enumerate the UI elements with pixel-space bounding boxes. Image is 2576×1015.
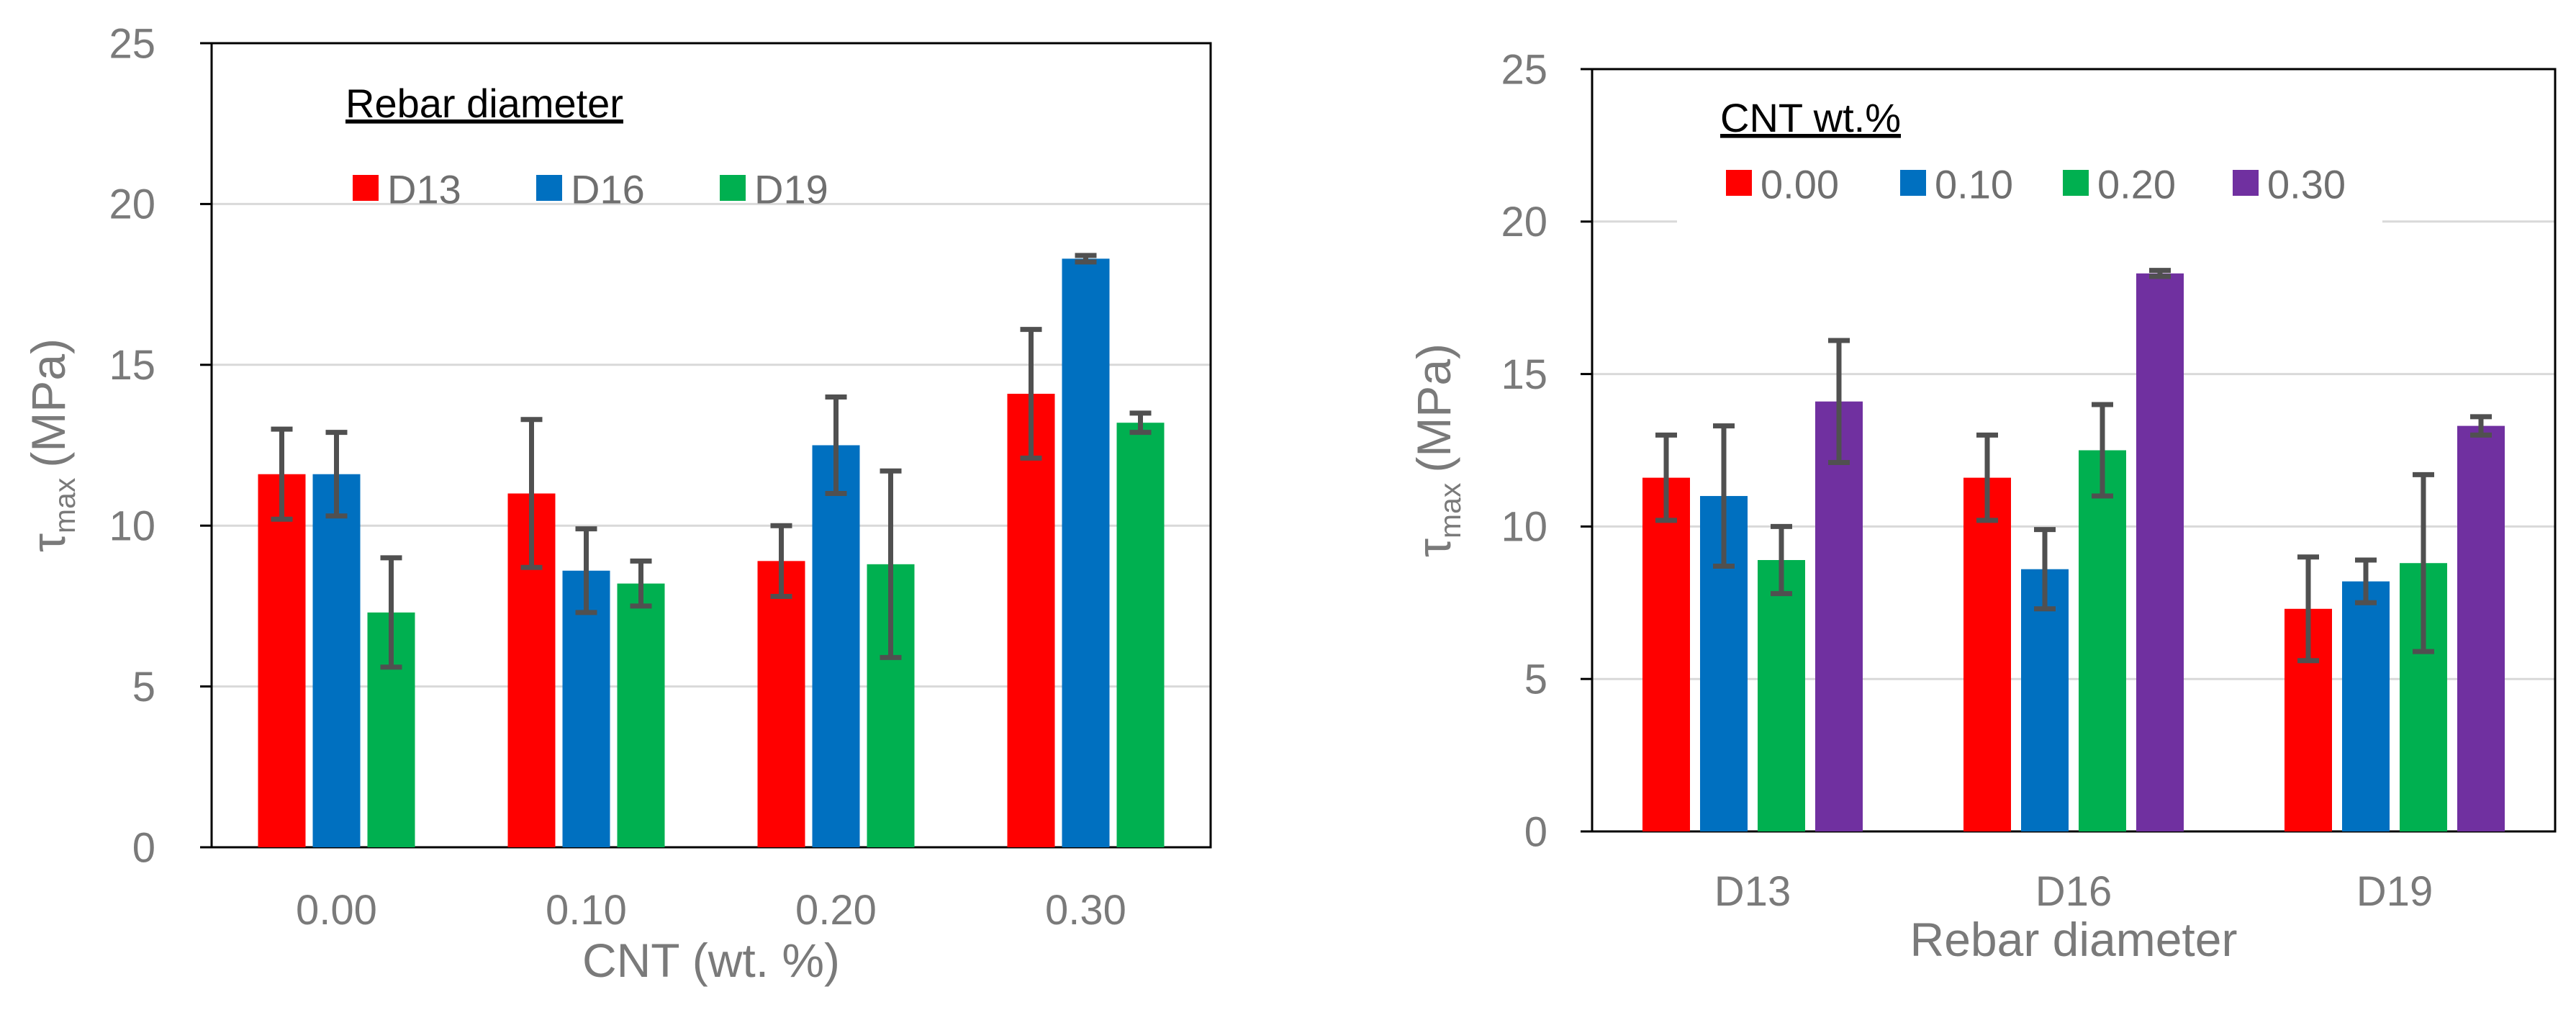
y-axis-unit: (MPa) [22, 338, 75, 468]
legend-swatch-0.10 [1900, 170, 1926, 196]
x-tick-label: D19 [2356, 868, 2433, 915]
x-tick-label: 0.10 [546, 887, 627, 934]
y-tick-label: 5 [132, 664, 155, 710]
y-tick-label: 15 [1501, 351, 1547, 398]
bar-0.30-D19 [2457, 425, 2505, 831]
plot-frame [210, 42, 1212, 849]
y-axis-title: τmax (MPa) [22, 338, 81, 552]
legend-swatch-0.00 [1726, 170, 1752, 196]
legend-label-0.30: 0.30 [2267, 162, 2346, 207]
legend-swatch-0.20 [2063, 170, 2089, 196]
x-tick-label: 0.30 [1045, 887, 1126, 934]
y-axis-subscript: max [48, 477, 81, 533]
bar-0.20-D13 [1758, 559, 1805, 831]
bar-D16-0.20 [812, 445, 860, 847]
plot-frame [1591, 68, 2557, 833]
x-tick-label: D13 [1714, 868, 1791, 915]
legend-label-D13: D13 [387, 167, 461, 212]
y-axis-symbol: τ [1407, 538, 1460, 557]
legend-swatch-D13 [353, 175, 379, 201]
bar-D16-0.10 [562, 570, 610, 847]
y-axis-subscript: max [1434, 482, 1467, 538]
chart-left: 0 5 10 15 20 25 0.00 0.10 0.20 0.30 CNT (wt. %) τma… [22, 20, 1212, 987]
legend-swatch-D19 [720, 175, 746, 201]
legend-label-0.10: 0.10 [1935, 162, 2013, 207]
legend-label-D19: D19 [754, 167, 828, 212]
bar-0.30-D13 [1815, 401, 1863, 831]
bar-D13-0.00 [258, 474, 306, 847]
legend-title: CNT wt.% [1720, 95, 1901, 140]
y-axis-symbol: τ [22, 533, 75, 552]
x-axis-title: Rebar diameter [1910, 913, 2238, 966]
bar-D19-0.10 [617, 583, 665, 847]
y-tick-label: 25 [1501, 46, 1547, 93]
legend-label-0.20: 0.20 [2097, 162, 2176, 207]
bar-0.30-D16 [2136, 273, 2184, 831]
bar-D13-0.30 [1007, 394, 1055, 847]
bar-0.10-D16 [2021, 569, 2069, 831]
y-axis-unit: (MPa) [1407, 343, 1460, 473]
bar-0.10-D19 [2342, 581, 2390, 831]
legend-title: Rebar diameter [345, 81, 623, 126]
x-tick-label: 0.20 [795, 887, 877, 934]
bar-0.00-D16 [1963, 477, 2011, 831]
bar-D16-0.30 [1062, 258, 1110, 848]
y-tick-label: 10 [1501, 504, 1547, 551]
bar-D16-0.00 [312, 474, 361, 847]
y-tick-label: 25 [109, 20, 155, 67]
y-tick-label: 10 [109, 503, 155, 550]
bar-D19-0.30 [1116, 423, 1165, 847]
chart-right: 0 5 10 15 20 25 D13 D16 D19 Rebar diameter τmax (MP… [1407, 46, 2557, 966]
y-tick-label: 0 [132, 824, 155, 871]
legend-swatch-0.30 [2233, 170, 2259, 196]
legend-label-0.00: 0.00 [1761, 162, 1839, 207]
y-tick-label: 0 [1524, 808, 1547, 855]
x-tick-label: 0.00 [296, 887, 377, 934]
y-tick-label: 20 [109, 181, 155, 228]
x-tick-label: D16 [2035, 868, 2112, 915]
bar-D13-0.20 [757, 561, 805, 847]
x-axis-title: CNT (wt. %) [582, 934, 840, 987]
bar-0.00-D13 [1642, 477, 1690, 831]
y-tick-label: 5 [1524, 657, 1547, 703]
legend-swatch-D16 [536, 175, 562, 201]
y-tick-label: 15 [109, 342, 155, 389]
y-axis-title: τmax (MPa) [1407, 343, 1467, 557]
legend-label-D16: D16 [571, 167, 645, 212]
bar-0.20-D16 [2079, 450, 2126, 831]
y-tick-label: 20 [1501, 199, 1547, 245]
